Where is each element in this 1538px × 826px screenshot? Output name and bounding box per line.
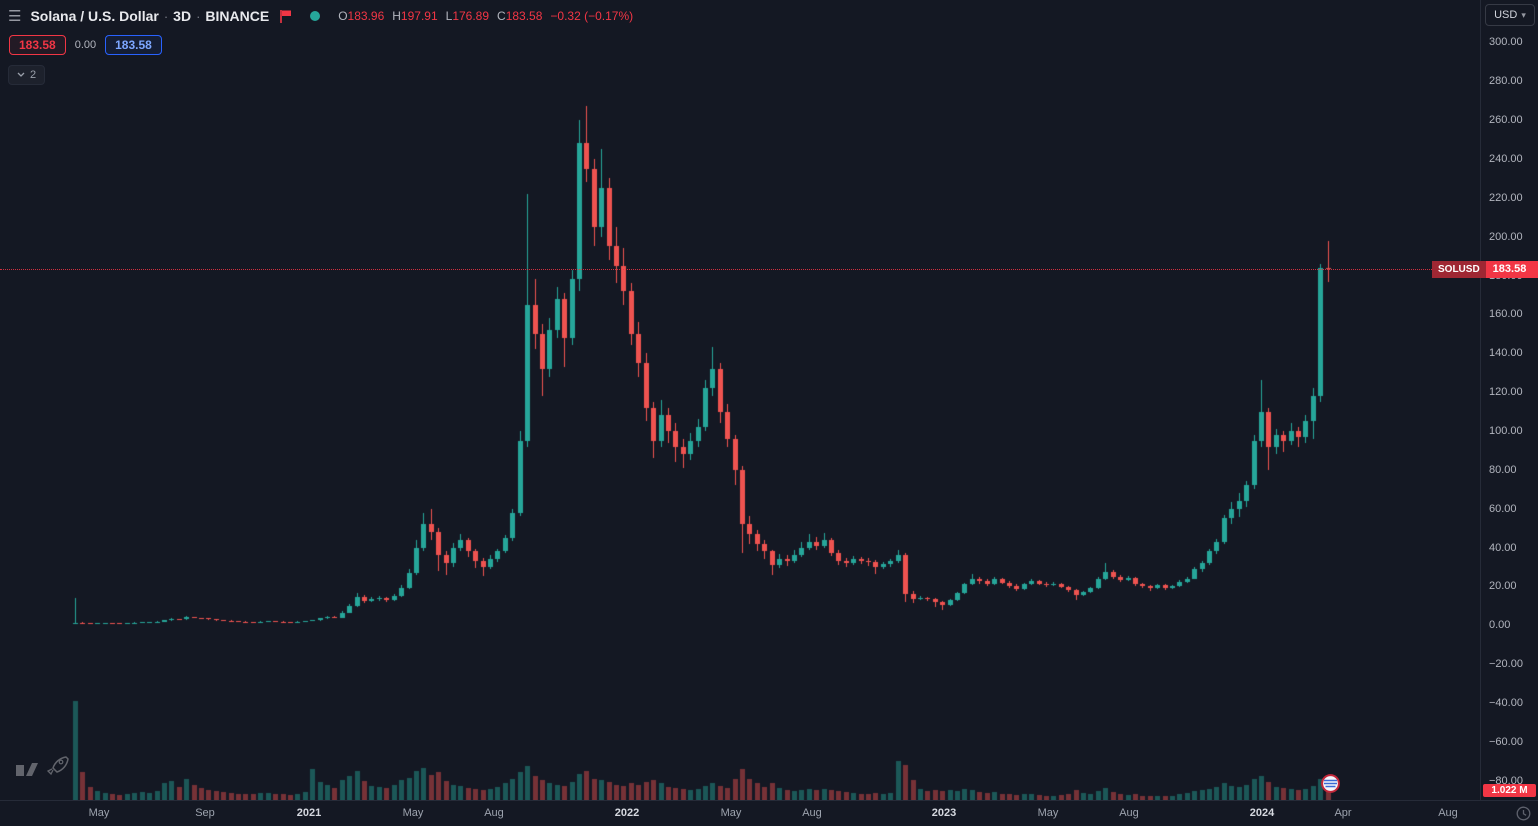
price-tick-label: 100.00 [1489, 425, 1523, 437]
price-tick-label: 20.00 [1489, 580, 1517, 592]
price-tick-label: −40.00 [1489, 697, 1523, 709]
time-axis[interactable]: May Sep 2021 May Aug 2022 May Aug 2023 May Aug 2024… [0, 800, 1538, 826]
interval-label[interactable]: 3D [173, 8, 192, 24]
price-line-tag: SOLUSD 183.58 [1432, 261, 1538, 278]
spread-value: 0.00 [74, 39, 97, 51]
rocket-icon [46, 756, 69, 776]
price-tick-label: 240.00 [1489, 153, 1523, 165]
symbol-flag-icon[interactable] [279, 9, 292, 24]
time-tick-label: 2022 [614, 807, 640, 819]
open-value: 183.96 [347, 9, 385, 23]
exchange-label[interactable]: BINANCE [205, 8, 270, 24]
price-tag-symbol: SOLUSD [1432, 261, 1486, 278]
close-value: 183.58 [505, 9, 543, 23]
price-tag-value: 183.58 [1485, 261, 1538, 278]
price-tick-label: 80.00 [1489, 464, 1517, 476]
price-tick-label: −60.00 [1489, 736, 1523, 748]
volume-label-badge: 1.022 M [1483, 784, 1536, 797]
currency-selector-button[interactable]: USD ▾ [1485, 4, 1535, 26]
current-price-line [0, 269, 1480, 270]
time-tick-label: Aug [1438, 807, 1458, 819]
collapse-indicators-button[interactable]: 2 [8, 64, 46, 85]
time-tick-label: May [1037, 807, 1059, 819]
high-value: 197.91 [400, 9, 438, 23]
candlestick-chart-canvas[interactable] [0, 0, 1480, 800]
time-tick-label: May [402, 807, 424, 819]
time-tick-label: Sep [195, 807, 215, 819]
sell-button[interactable]: 183.58 [9, 35, 66, 55]
chevron-down-icon [17, 72, 25, 77]
time-tick-label: 2024 [1249, 807, 1275, 819]
trade-panel: 183.58 0.00 183.58 [9, 35, 633, 55]
menu-icon[interactable]: ☰ [8, 8, 22, 25]
currency-flag-icon[interactable] [1321, 774, 1340, 798]
price-tick-label: 260.00 [1489, 114, 1523, 126]
ohlc-values: O183.96 H197.91 L176.89 C183.58 −0.32 (−… [338, 9, 633, 23]
price-tick-label: 200.00 [1489, 231, 1523, 243]
time-tick-label: May [88, 807, 110, 819]
price-tick-label: 140.00 [1489, 347, 1523, 359]
timezone-clock-icon[interactable] [1516, 806, 1531, 826]
time-tick-label: Aug [1119, 807, 1139, 819]
collapse-count: 2 [30, 68, 37, 81]
currency-label: USD [1494, 9, 1518, 21]
price-tick-label: 300.00 [1489, 36, 1523, 48]
low-value: 176.89 [452, 9, 490, 23]
price-tick-label: 0.00 [1489, 619, 1511, 631]
low-label: L [445, 9, 453, 23]
price-axis[interactable]: USD ▾ 300.00 280.00 260.00 240.00 220.00 200.… [1480, 0, 1538, 800]
time-tick-label: May [720, 807, 742, 819]
time-tick-label: 2023 [931, 807, 957, 819]
symbol-title[interactable]: Solana / U.S. Dollar [30, 8, 159, 24]
symbol-header-row: ☰ Solana / U.S. Dollar · 3D · BINANCE O1… [8, 5, 633, 27]
price-tick-label: 280.00 [1489, 75, 1523, 87]
high-label: H [392, 9, 401, 23]
time-tick-label: Aug [484, 807, 504, 819]
caret-down-icon: ▾ [1521, 9, 1526, 20]
time-tick-label: Aug [802, 807, 822, 819]
separator-dot: · [163, 8, 169, 24]
price-tick-label: −20.00 [1489, 658, 1523, 670]
change-value: −0.32 (−0.17%) [550, 9, 634, 23]
price-tick-label: 220.00 [1489, 192, 1523, 204]
data-status-dot-icon[interactable] [310, 11, 321, 21]
buy-button[interactable]: 183.58 [105, 35, 162, 55]
time-tick-label: Apr [1334, 807, 1352, 819]
price-tick-label: 60.00 [1489, 503, 1517, 515]
time-tick-label: 2021 [296, 807, 322, 819]
separator-dot: · [196, 8, 201, 24]
price-tick-label: 40.00 [1489, 542, 1517, 554]
open-label: O [338, 9, 348, 23]
price-tick-label: 120.00 [1489, 386, 1523, 398]
tradingview-logo-icon [16, 763, 38, 776]
chart-pane[interactable]: ☰ Solana / U.S. Dollar · 3D · BINANCE O1… [0, 0, 1480, 800]
chart-legend: ☰ Solana / U.S. Dollar · 3D · BINANCE O1… [8, 5, 633, 85]
tradingview-watermark[interactable] [14, 752, 71, 780]
close-label: C [497, 9, 506, 23]
price-tick-label: 160.00 [1489, 308, 1523, 320]
